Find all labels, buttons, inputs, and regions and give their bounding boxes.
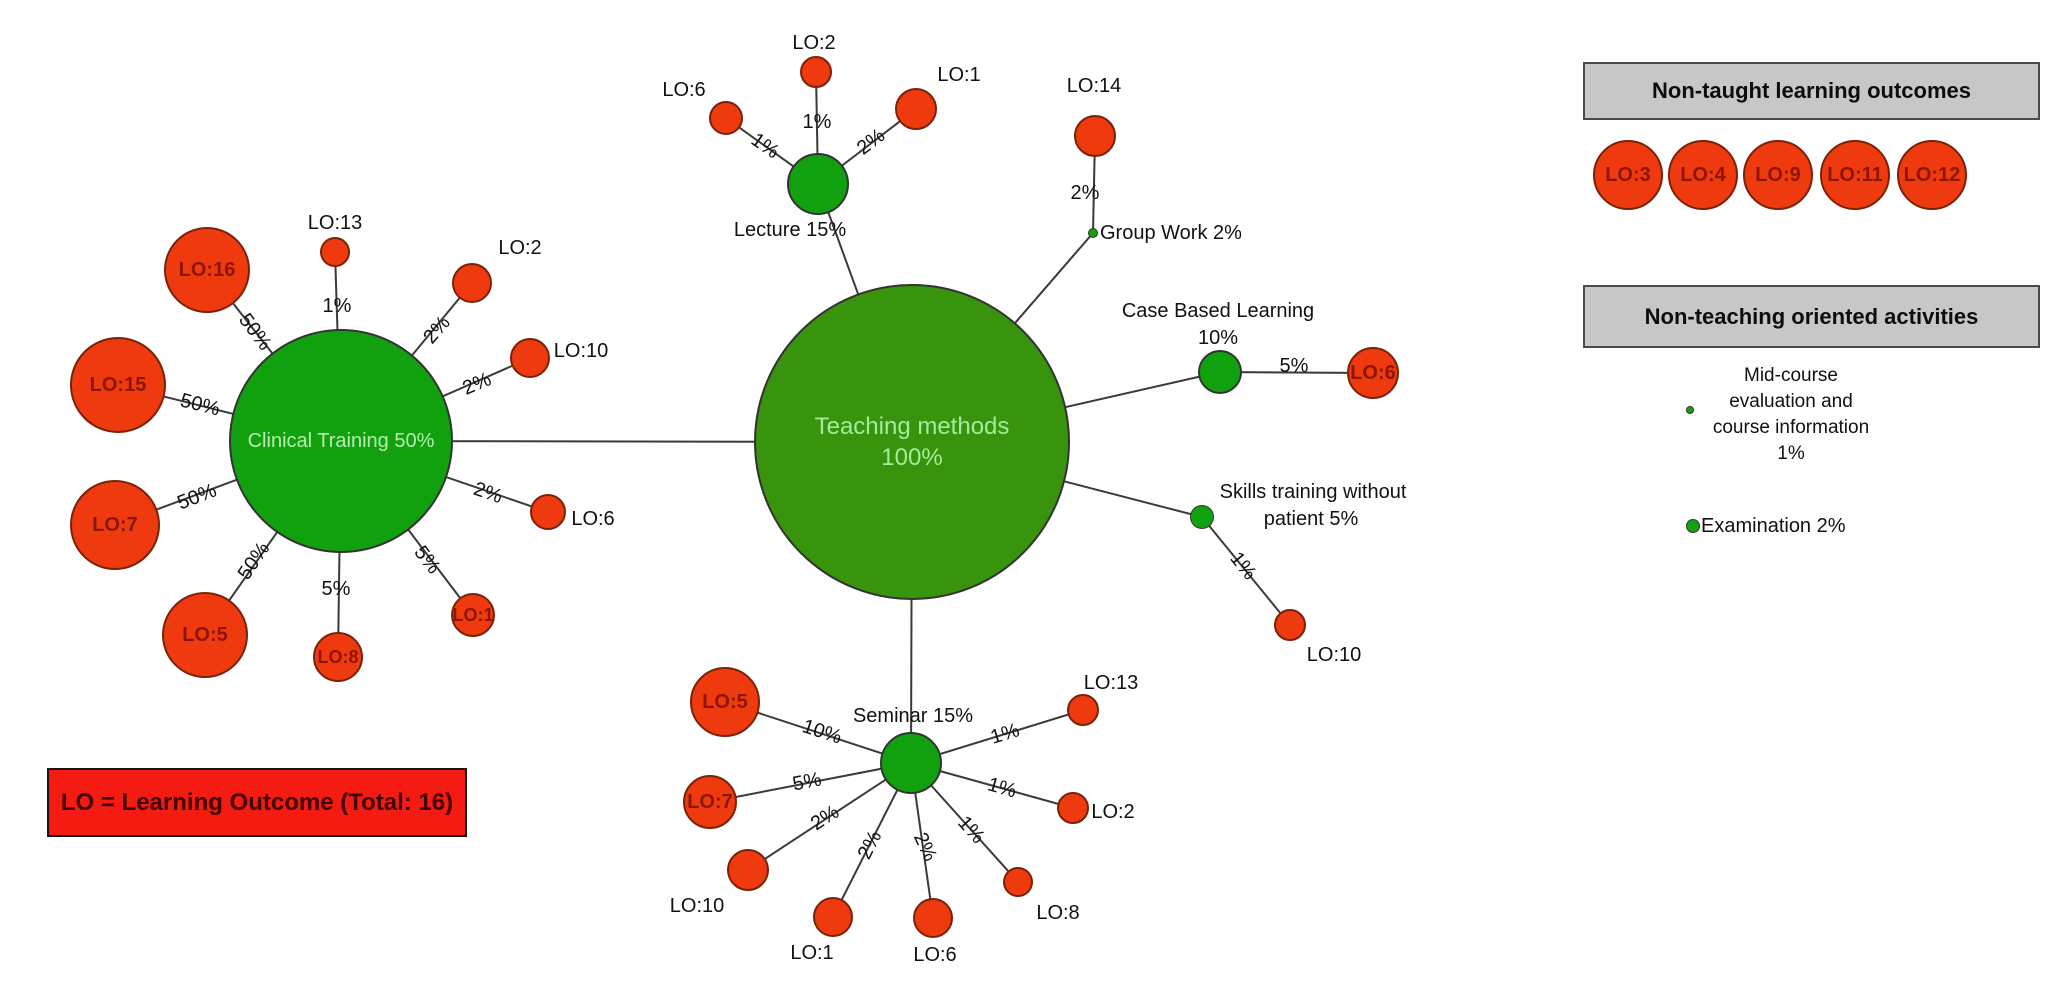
lo-node: LO:5 bbox=[162, 592, 248, 678]
lo-node-label: LO:14 bbox=[1066, 75, 1122, 97]
lo-node bbox=[1274, 609, 1306, 641]
lo-node bbox=[510, 338, 550, 378]
lo-node: LO:9 bbox=[1743, 140, 1813, 210]
lo-node-label: LO:8 bbox=[1036, 902, 1080, 924]
examination-label: Examination 2% bbox=[1701, 515, 1846, 537]
edge-weight: 2% bbox=[1070, 182, 1100, 204]
lo-node-label: LO:10 bbox=[1306, 644, 1362, 666]
lo-node: LO:7 bbox=[683, 775, 737, 829]
hub-skills-training bbox=[1190, 505, 1214, 529]
lo-node: LO:6 bbox=[1347, 347, 1399, 399]
legend-non-teaching-title: Non-teaching oriented activities bbox=[1644, 303, 1979, 329]
lo-note-box: LO = Learning Outcome (Total: 16) bbox=[47, 768, 467, 837]
edge-weight: 5% bbox=[321, 578, 351, 600]
lo-node: LO:5 bbox=[690, 667, 760, 737]
legend-non-taught-box: Non-taught learning outcomes bbox=[1583, 62, 2040, 120]
hub-seminar bbox=[880, 732, 942, 794]
lo-node-label: LO:5 bbox=[702, 691, 748, 713]
legend-non-teaching-box: Non-teaching oriented activities bbox=[1583, 285, 2040, 348]
lo-node-label: LO:8 bbox=[317, 647, 359, 667]
hub-lecture bbox=[787, 153, 849, 215]
hub-clinical-training: Clinical Training 50% bbox=[229, 329, 453, 553]
lo-node-label: LO:3 bbox=[1605, 164, 1651, 186]
connector bbox=[1201, 516, 1291, 626]
mid-course-dot bbox=[1686, 406, 1694, 414]
hub-clinical-training-label: Clinical Training 50% bbox=[247, 429, 435, 452]
lo-node bbox=[1003, 867, 1033, 897]
hub-skills-training-label: Skills training without bbox=[1219, 481, 1407, 503]
lo-node-label: LO:1 bbox=[937, 64, 981, 86]
lo-node: LO:7 bbox=[70, 480, 160, 570]
lo-node: LO:16 bbox=[164, 227, 250, 313]
lo-node bbox=[1067, 694, 1099, 726]
lo-node-label: LO:6 bbox=[571, 508, 615, 530]
hub-teaching-methods-label: Teaching methods 100% bbox=[814, 413, 1010, 471]
hub-lecture-label: Lecture 15% bbox=[733, 219, 847, 241]
lo-node-label: LO:11 bbox=[1827, 164, 1883, 186]
lo-note-label: LO = Learning Outcome (Total: 16) bbox=[60, 788, 454, 816]
lo-node bbox=[1057, 792, 1089, 824]
hub-group-work-label: Group Work 2% bbox=[1100, 222, 1242, 244]
lo-node-label: LO:13 bbox=[1083, 672, 1139, 694]
edge-weight: 5% bbox=[790, 768, 824, 796]
lo-node-label: LO:1 bbox=[452, 605, 494, 625]
lo-node-label: LO:7 bbox=[92, 514, 138, 536]
hub-case-based-learning bbox=[1198, 350, 1242, 394]
lo-node-label: LO:10 bbox=[553, 340, 609, 362]
lo-node-label: LO:12 bbox=[1903, 164, 1961, 186]
lo-node bbox=[1074, 115, 1116, 157]
lo-node-label: LO:6 bbox=[913, 944, 957, 966]
lo-node bbox=[452, 263, 492, 303]
lo-node-label: LO:1 bbox=[790, 942, 834, 964]
lo-node-label: LO:2 bbox=[498, 237, 542, 259]
hub-skills-training-pct: patient 5% bbox=[1263, 508, 1359, 530]
lo-node: LO:8 bbox=[313, 632, 363, 682]
edge-weight: 5% bbox=[1279, 355, 1309, 377]
lo-node-label: LO:13 bbox=[307, 212, 363, 234]
lo-node-label: LO:7 bbox=[687, 791, 733, 813]
lo-node-label: LO:4 bbox=[1680, 164, 1726, 186]
hub-case-based-learning-pct: 10% bbox=[1197, 327, 1239, 349]
edge-weight: 1% bbox=[802, 111, 832, 133]
examination-dot bbox=[1686, 519, 1700, 533]
lo-node: LO:15 bbox=[70, 337, 166, 433]
lo-node-label: LO:2 bbox=[1091, 801, 1135, 823]
lo-node bbox=[709, 101, 743, 135]
hub-seminar-label: Seminar 15% bbox=[852, 705, 974, 727]
lo-node bbox=[727, 849, 769, 891]
legend-non-taught-title: Non-taught learning outcomes bbox=[1652, 78, 1971, 103]
lo-node: LO:1 bbox=[451, 593, 495, 637]
lo-node bbox=[320, 237, 350, 267]
lo-node bbox=[530, 494, 566, 530]
mid-course-label: Mid-course evaluation and course informa… bbox=[1712, 365, 1870, 464]
lo-node-label: LO:2 bbox=[792, 32, 836, 54]
hub-group-work bbox=[1088, 228, 1098, 238]
lo-node: LO:4 bbox=[1668, 140, 1738, 210]
lo-node-label: LO:16 bbox=[178, 259, 236, 281]
lo-node: LO:11 bbox=[1820, 140, 1890, 210]
connector bbox=[709, 762, 912, 803]
lo-node bbox=[800, 56, 832, 88]
lo-node-label: LO:9 bbox=[1755, 164, 1801, 186]
lo-node bbox=[813, 897, 853, 937]
lo-node: LO:12 bbox=[1897, 140, 1967, 210]
edge-weight: 1% bbox=[322, 295, 352, 317]
lo-node-label: LO:5 bbox=[182, 624, 228, 646]
lo-node-label: LO:6 bbox=[1350, 362, 1396, 384]
connector bbox=[747, 762, 912, 871]
lo-node-label: LO:10 bbox=[669, 895, 725, 917]
hub-case-based-learning-label: Case Based Learning bbox=[1121, 300, 1315, 322]
lo-node bbox=[913, 898, 953, 938]
lo-node bbox=[895, 88, 937, 130]
hub-teaching-methods: Teaching methods 100% bbox=[754, 284, 1070, 600]
lo-node-label: LO:6 bbox=[662, 79, 706, 101]
lo-node-label: LO:15 bbox=[89, 374, 147, 396]
lo-node: LO:3 bbox=[1593, 140, 1663, 210]
